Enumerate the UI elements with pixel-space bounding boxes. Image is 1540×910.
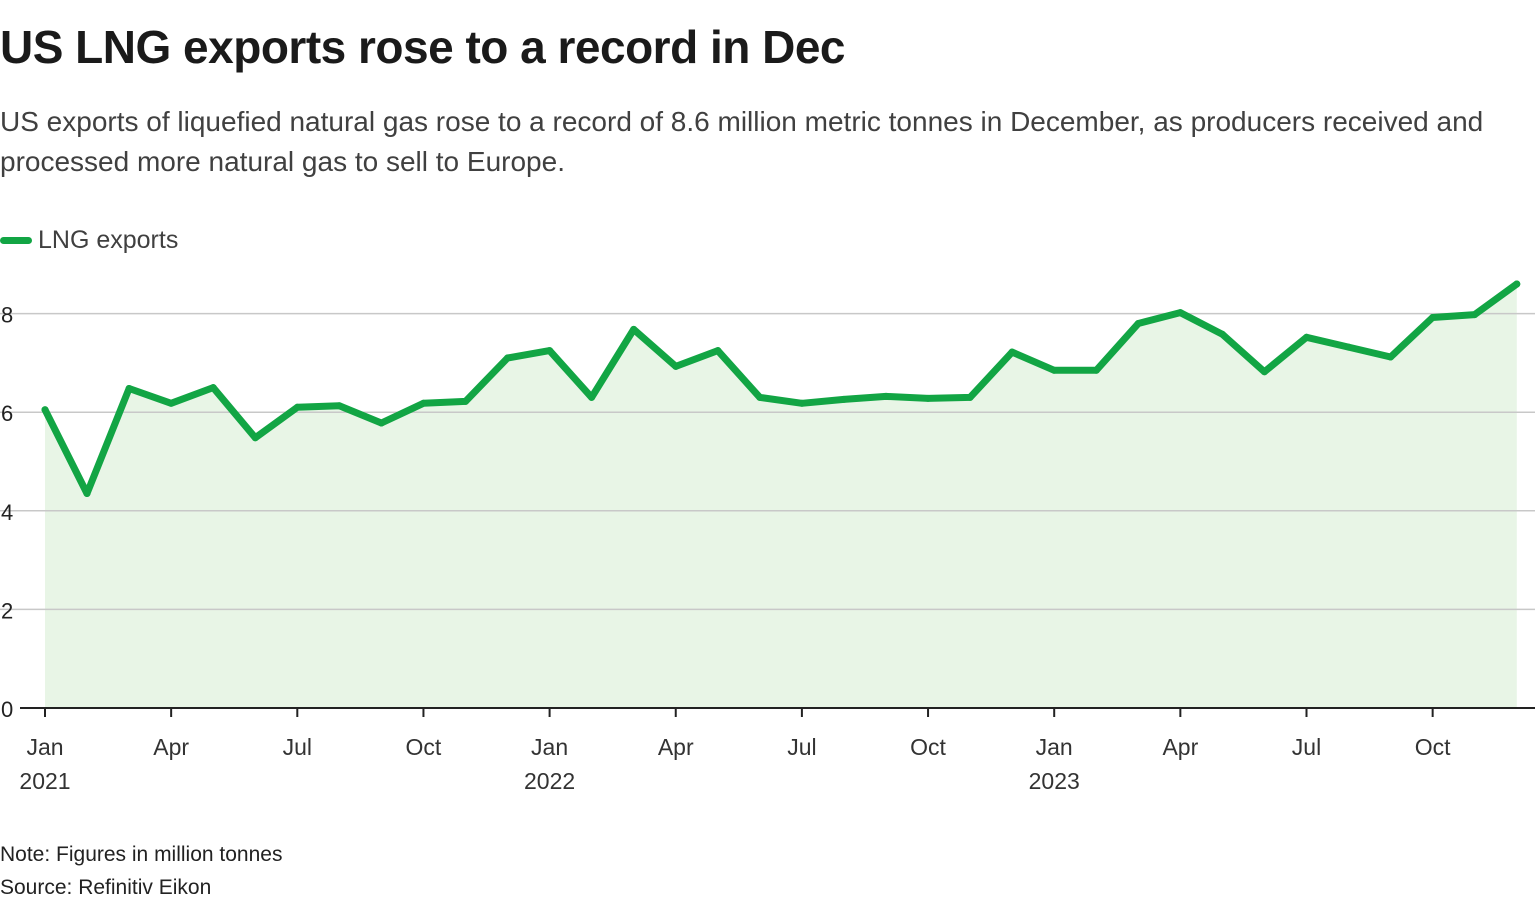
data-point [1134,320,1142,327]
data-point [1471,311,1479,319]
data-point [924,394,932,402]
data-point [1429,314,1437,321]
x-tick-year-label: 2021 [19,768,70,794]
x-tick-label: Jan [26,734,63,760]
data-point [504,354,511,362]
legend-swatch [0,237,32,244]
y-tick-label: 2 [1,598,13,623]
data-point [377,419,385,427]
data-point [588,393,596,401]
x-tick-label: Jul [1292,734,1321,760]
area-fill [45,284,1517,708]
data-point [966,393,974,401]
x-tick-year-label: 2022 [524,768,575,794]
data-point [251,434,259,442]
data-point [672,362,680,370]
chart-source: Source: Refinitiv Eikon [0,876,212,899]
x-tick-label: Jul [787,734,816,760]
chart-subtitle: US exports of liquefied natural gas rose… [0,106,1484,177]
data-point [798,399,806,407]
x-tick-year-label: 2023 [1029,768,1080,794]
legend: LNG exports [0,226,178,255]
data-point [1260,368,1268,376]
data-point [1345,343,1352,351]
data-point [1303,333,1310,341]
data-point [1176,309,1184,317]
data-point [840,395,848,403]
series-line-lng-exports [41,280,1521,497]
data-point [209,384,217,392]
y-tick-label: 8 [1,303,13,328]
data-point [125,385,133,392]
data-point [882,392,890,400]
x-tick-label: Jan [531,734,568,760]
data-point [462,397,469,405]
legend-label: LNG exports [38,226,179,254]
chart-title: US LNG exports rose to a record in Dec [0,21,846,73]
data-point [335,402,343,410]
y-tick-label: 6 [1,401,13,426]
data-point [1387,353,1395,361]
data-point [293,403,301,411]
data-point [1218,330,1226,338]
x-tick-label: Oct [910,734,946,760]
y-tick-label: 4 [1,500,13,525]
data-point [167,399,175,407]
data-point [714,347,722,355]
data-point [83,490,91,497]
y-tick-label: 0 [1,697,13,722]
x-tick-label: Jul [283,734,312,760]
x-tick-label: Oct [406,734,442,760]
x-tick-label: Oct [1415,734,1451,760]
chart-note: Note: Figures in million tonnes [0,843,283,866]
data-point [630,325,638,333]
x-tick-label: Jan [1036,734,1073,760]
data-point [756,393,764,401]
data-point [419,399,427,407]
data-point [1513,280,1521,288]
data-point [1050,366,1058,374]
data-point [41,406,49,414]
x-tick-label: Apr [153,734,189,760]
x-tick-label: Apr [658,734,694,760]
data-point [546,347,554,355]
data-point [1092,366,1100,374]
data-point [1008,348,1016,356]
x-tick-label: Apr [1162,734,1198,760]
